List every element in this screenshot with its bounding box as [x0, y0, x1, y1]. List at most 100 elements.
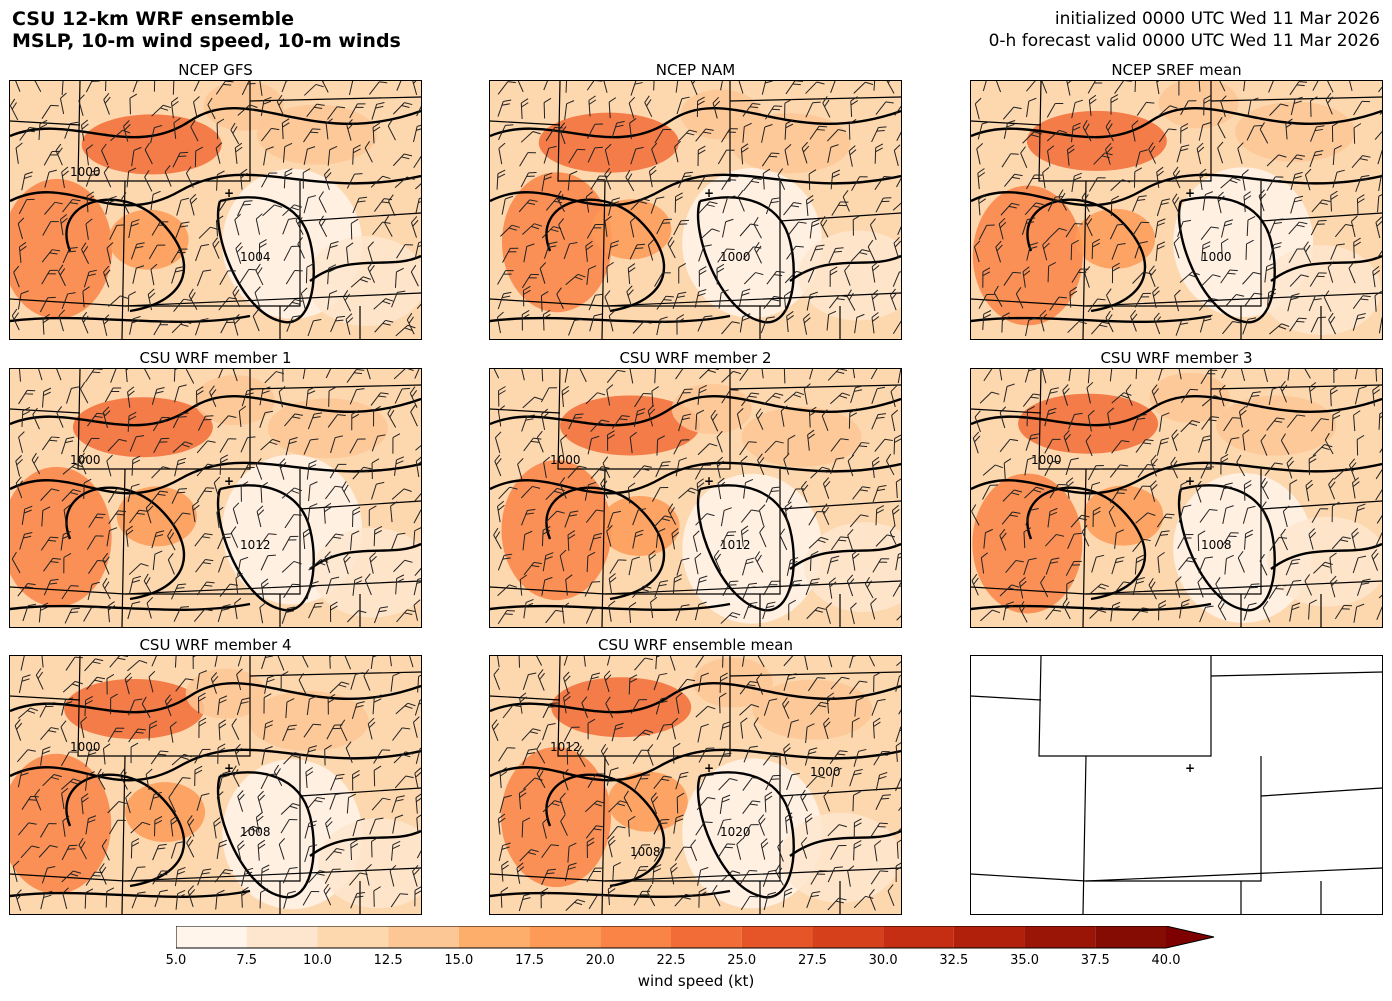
wind-barb	[737, 81, 744, 94]
wind-barb	[1047, 227, 1067, 240]
wind-barb	[850, 602, 857, 625]
wind-barb	[154, 889, 168, 908]
wind-barb	[494, 431, 502, 454]
wind-barb	[1237, 142, 1244, 164]
wind-barb	[563, 692, 571, 714]
wind-barb	[209, 385, 217, 408]
wind-barb	[850, 96, 859, 117]
wind-barb	[743, 272, 764, 285]
wind-barb	[652, 864, 662, 885]
wind-barb	[628, 602, 637, 623]
wind-barb	[1375, 486, 1382, 501]
wind-barb	[630, 699, 648, 714]
wind-barb	[348, 81, 354, 96]
wind-barb	[501, 195, 514, 215]
wind-barb	[13, 265, 20, 288]
wind-barb	[373, 298, 394, 310]
wind-barb	[698, 244, 712, 262]
wind-barb	[676, 792, 685, 814]
colorbar-segment	[1095, 926, 1166, 948]
wind-barb	[371, 458, 380, 479]
wind-barb	[305, 386, 316, 407]
wind-barb	[62, 815, 70, 837]
wind-barb	[143, 573, 153, 595]
wind-barb	[738, 288, 751, 308]
colorbar-tick-label: 20.0	[585, 953, 615, 968]
wind-barb	[169, 721, 177, 743]
wind-barb	[1171, 429, 1179, 452]
wind-barb	[586, 223, 604, 239]
wind-barb	[1071, 122, 1081, 143]
wind-barb	[329, 601, 338, 623]
wind-barb	[106, 527, 118, 547]
wind-barb	[872, 558, 890, 573]
wind-barb	[851, 369, 856, 379]
wind-barb	[278, 838, 286, 860]
wind-barb	[83, 269, 97, 288]
wind-barb	[678, 487, 699, 499]
wind-barb	[1220, 238, 1229, 260]
wind-barb	[603, 670, 612, 693]
wind-barb	[518, 788, 527, 810]
wind-barb	[369, 552, 377, 574]
wind-barb	[148, 670, 156, 693]
wind-barb	[519, 849, 539, 862]
wind-barb	[830, 844, 847, 860]
wind-barb	[697, 145, 706, 167]
wind-barb	[145, 768, 153, 791]
wind-barb	[414, 239, 421, 259]
wind-barb	[694, 289, 707, 308]
wind-barb	[414, 767, 421, 790]
wind-barb	[1134, 292, 1152, 308]
wind-barb	[979, 391, 1000, 404]
wind-barb	[801, 837, 808, 859]
wind-barb	[410, 264, 419, 287]
wind-barb	[300, 656, 309, 668]
wind-barb	[698, 774, 714, 791]
wind-barb	[870, 369, 880, 380]
isobar-contour	[1177, 484, 1276, 612]
wind-barb	[821, 409, 829, 431]
wind-barb	[867, 239, 876, 262]
wind-barb	[889, 525, 898, 547]
wind-barb	[523, 243, 535, 263]
wind-barb	[62, 198, 81, 213]
wind-barb	[782, 697, 790, 719]
wind-barb	[1088, 481, 1101, 501]
wind-barb	[194, 765, 203, 787]
isobar-contour	[65, 198, 186, 313]
wind-barb	[307, 503, 318, 523]
wind-barb	[875, 197, 892, 213]
wind-barb	[820, 216, 829, 238]
wind-barb	[367, 717, 376, 740]
wind-barb	[62, 463, 83, 475]
wind-barb	[803, 383, 811, 405]
wind-barb	[282, 204, 303, 217]
wind-barb	[194, 748, 211, 764]
wind-barb	[539, 262, 547, 284]
wind-barb	[719, 721, 732, 740]
wind-barb	[415, 792, 421, 814]
wind-barb	[846, 574, 855, 597]
wind-barb	[174, 866, 186, 887]
wind-barb	[150, 124, 163, 144]
wind-barb	[14, 719, 23, 741]
wind-barb	[973, 240, 981, 263]
wind-barb	[980, 609, 1001, 622]
wind-barb	[173, 117, 181, 139]
wind-barb	[286, 315, 301, 332]
wind-barb	[545, 510, 565, 523]
colorbar-segment	[246, 926, 318, 948]
wind-barb	[170, 97, 179, 119]
wind-barb	[218, 555, 232, 573]
wind-barb	[1355, 175, 1370, 192]
isobar-contour	[1177, 196, 1276, 324]
wind-barb	[1371, 549, 1379, 571]
wind-barb	[171, 753, 192, 766]
wind-barb	[1000, 202, 1020, 216]
wind-barb	[1198, 81, 1201, 92]
wind-barb	[215, 142, 223, 164]
isobar-contour	[545, 486, 666, 601]
wind-barb	[1266, 288, 1277, 309]
wind-barb	[86, 191, 95, 213]
